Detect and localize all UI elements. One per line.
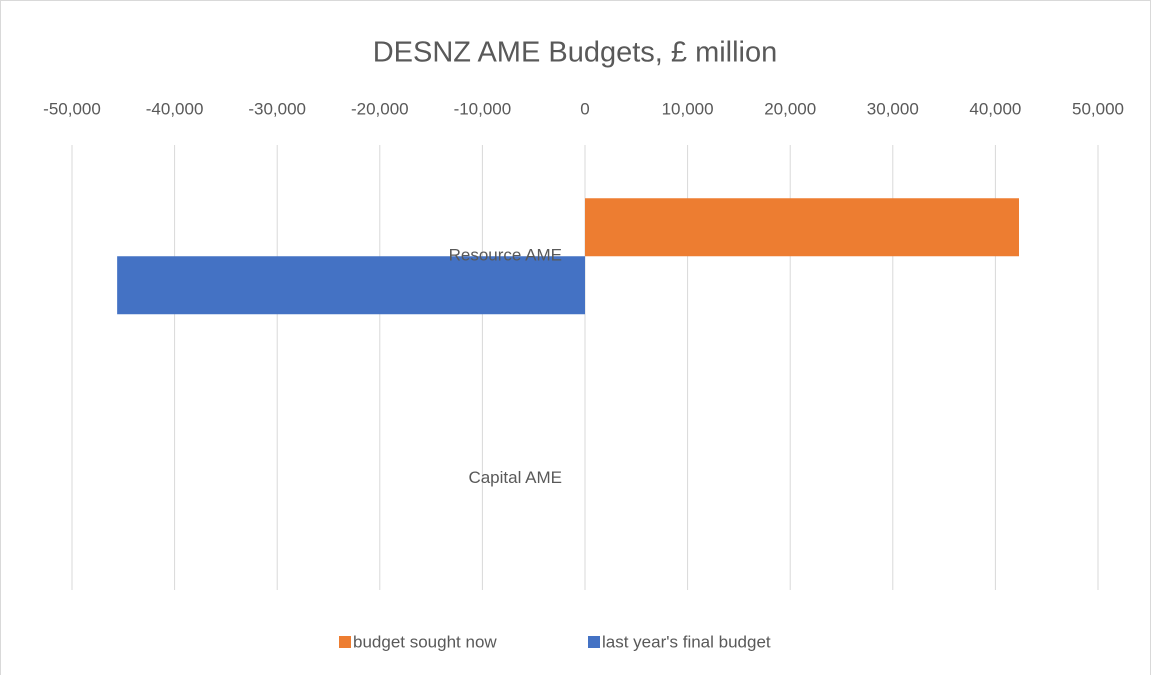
x-tick-label: -40,000 xyxy=(146,99,204,118)
legend-label: budget sought now xyxy=(353,632,497,651)
x-tick-label: -10,000 xyxy=(454,99,512,118)
y-tick-label: Resource AME xyxy=(449,246,562,265)
y-tick-label: Capital AME xyxy=(468,468,562,487)
bar xyxy=(117,256,586,315)
legend-swatch xyxy=(339,636,351,648)
bar xyxy=(585,198,1019,257)
x-tick-label: 0 xyxy=(580,99,589,118)
x-tick-label: 10,000 xyxy=(662,99,714,118)
x-tick-label: 20,000 xyxy=(764,99,816,118)
chart-title: DESNZ AME Budgets, £ million xyxy=(373,37,778,69)
legend-label: last year's final budget xyxy=(602,632,771,651)
x-tick-label: 50,000 xyxy=(1072,99,1124,118)
x-tick-label: -50,000 xyxy=(43,99,101,118)
x-tick-label: -20,000 xyxy=(351,99,409,118)
legend-swatch xyxy=(588,636,600,648)
x-tick-label: 40,000 xyxy=(969,99,1021,118)
x-tick-label: -30,000 xyxy=(248,99,306,118)
x-tick-label: 30,000 xyxy=(867,99,919,118)
